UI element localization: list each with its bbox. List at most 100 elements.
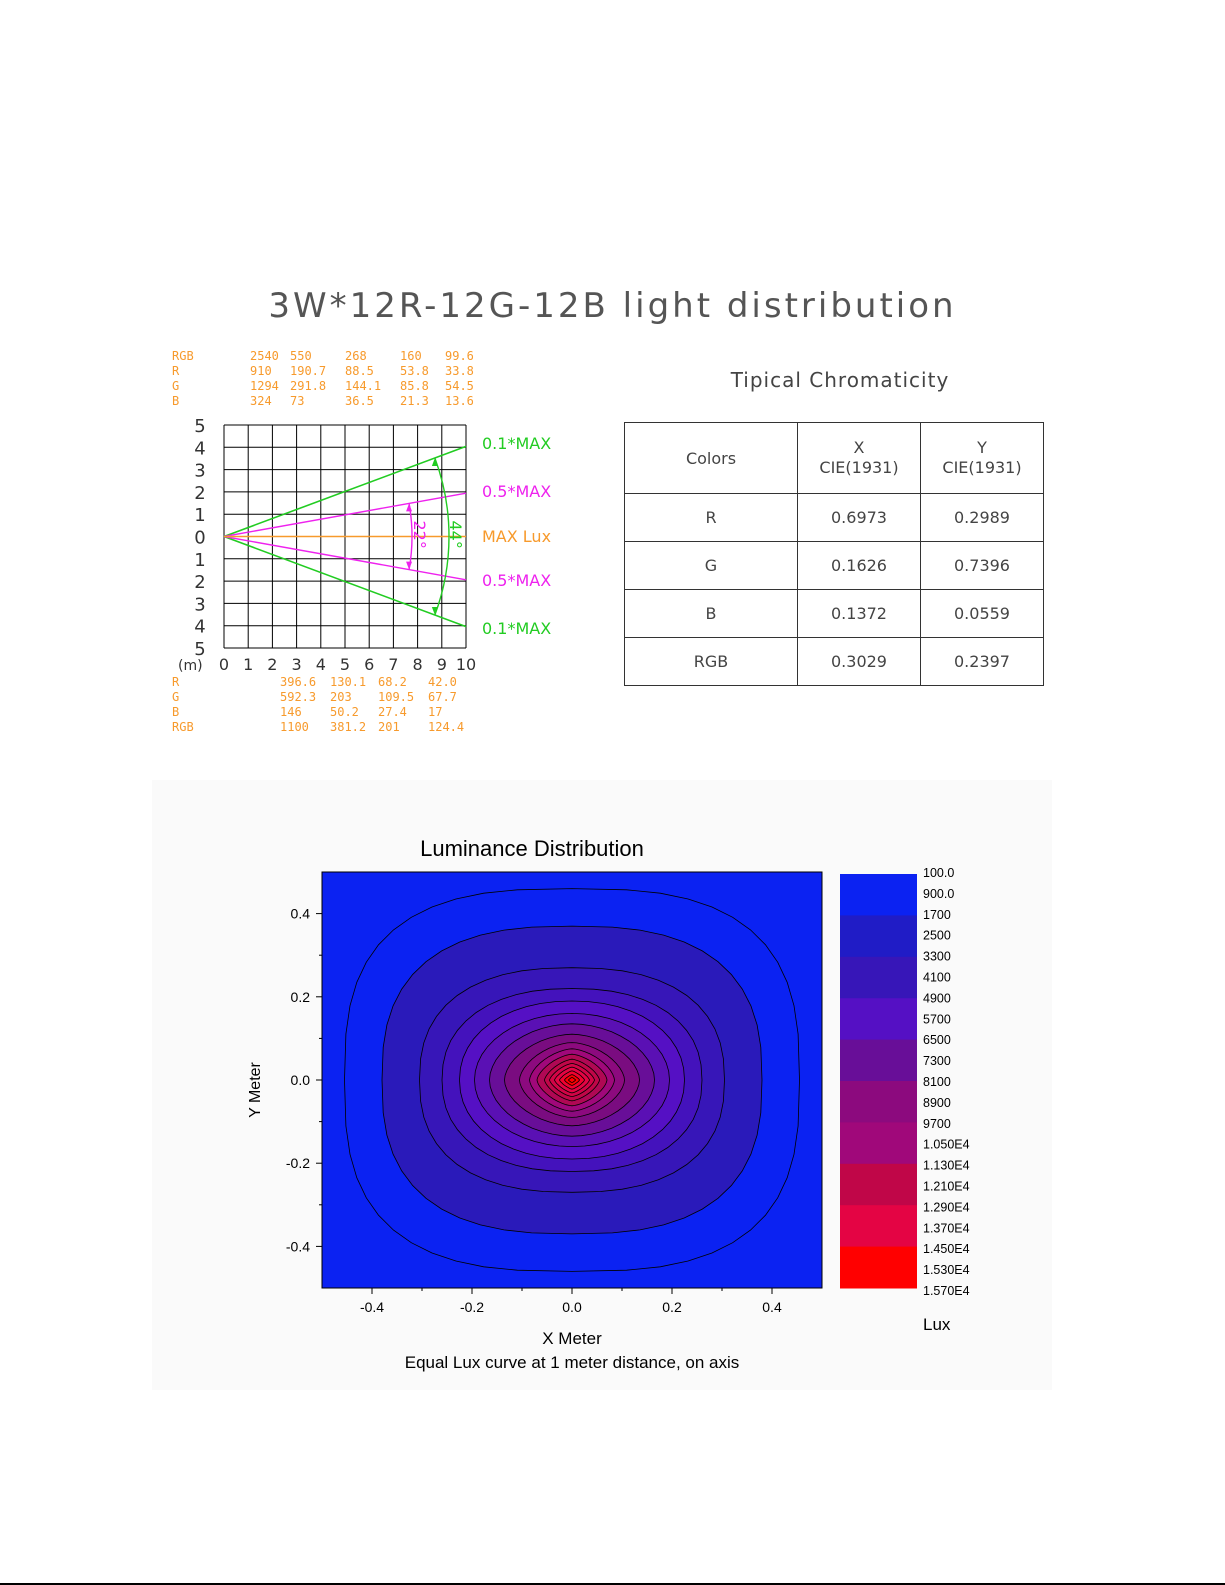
- table-value: 1294: [250, 379, 279, 393]
- x-tick-label: 0.4: [762, 1299, 782, 1315]
- label-inner-bottom: 0.5*MAX: [482, 571, 551, 590]
- table-value: 160: [400, 349, 422, 363]
- y-tick-label: 5: [194, 416, 205, 437]
- table-value: 85.8: [400, 379, 429, 393]
- table-value: 396.6: [280, 675, 316, 689]
- legend-label: 5700: [923, 1012, 951, 1026]
- table-value: 2540: [250, 349, 279, 363]
- table-label: RGB: [172, 720, 194, 734]
- table-label: R: [172, 675, 180, 689]
- table-value: 144.1: [345, 379, 381, 393]
- header-y-line1: Y: [977, 438, 987, 457]
- legend-label: 1.210E4: [923, 1180, 970, 1194]
- table-label: B: [172, 394, 179, 408]
- y-tick-label: -0.2: [286, 1155, 310, 1171]
- legend-swatch: [840, 956, 917, 999]
- table-label: RGB: [172, 349, 194, 363]
- inner-angle-arc-arrow: [406, 503, 413, 512]
- table-row: B 0.1372 0.0559: [624, 589, 1044, 638]
- legend-label: 4100: [923, 971, 951, 985]
- page-title: 3W*12R-12G-12B light distribution: [268, 286, 957, 326]
- header-x: X CIE(1931): [797, 422, 921, 494]
- x-tick-label: 0.2: [662, 1299, 682, 1315]
- y-tick-label: 2: [194, 483, 205, 504]
- table-value: 73: [290, 394, 304, 408]
- caption: Equal Lux curve at 1 meter distance, on …: [405, 1353, 740, 1372]
- legend-label: 1.370E4: [923, 1221, 970, 1235]
- table-value: 21.3: [400, 394, 429, 408]
- legend-label: 2500: [923, 929, 951, 943]
- header-y-line2: CIE(1931): [942, 458, 1022, 477]
- luminance-title: Luminance Distribution: [420, 836, 644, 861]
- inner-beam-line-top: [223, 492, 467, 538]
- table-value: 54.5: [445, 379, 474, 393]
- outer-angle-arc: [434, 457, 450, 616]
- y-tick-label: 4: [194, 438, 205, 459]
- row-color: RGB: [624, 637, 798, 686]
- legend-swatch: [840, 915, 917, 958]
- table-label: R: [172, 364, 180, 378]
- legend-swatch: [840, 1163, 917, 1206]
- legend-unit-label: Lux: [923, 1315, 951, 1334]
- legend-label: 1.290E4: [923, 1200, 970, 1214]
- x-tick-label: 9: [437, 655, 447, 674]
- outer-beam-line-bottom: [223, 535, 467, 628]
- legend-label: 8900: [923, 1096, 951, 1110]
- y-tick-label: 0.0: [291, 1072, 311, 1088]
- table-row: G 0.1626 0.7396: [624, 541, 1044, 590]
- chromaticity-header-row: Colors X CIE(1931) Y CIE(1931): [624, 422, 1044, 494]
- table-value: 27.4: [378, 705, 407, 719]
- x-tick-label: 8: [413, 655, 423, 674]
- table-value: 33.8: [445, 364, 474, 378]
- x-tick-label: 6: [364, 655, 374, 674]
- x-axis-label: X Meter: [542, 1329, 602, 1348]
- table-value: 68.2: [378, 675, 407, 689]
- table-value: 201: [378, 720, 400, 734]
- label-center: MAX Lux: [482, 527, 551, 546]
- legend-label: 1.570E4: [923, 1284, 970, 1298]
- table-label: B: [172, 705, 179, 719]
- contour-band: [568, 1077, 576, 1083]
- x-tick-label: -0.2: [460, 1299, 484, 1315]
- row-color: G: [624, 541, 798, 590]
- x-tick-label: 2: [267, 655, 277, 674]
- row-x: 0.6973: [797, 493, 921, 542]
- table-value: 1100: [280, 720, 309, 734]
- x-tick-label: 7: [388, 655, 398, 674]
- legend-label: 3300: [923, 950, 951, 964]
- legend-label: 4900: [923, 991, 951, 1005]
- table-value: 910: [250, 364, 272, 378]
- header-colors: Colors: [624, 422, 798, 494]
- table-value: 130.1: [330, 675, 366, 689]
- label-inner-top: 0.5*MAX: [482, 482, 551, 501]
- row-x: 0.1626: [797, 541, 921, 590]
- outer-angle-label: 44°: [446, 521, 465, 549]
- table-value: 88.5: [345, 364, 374, 378]
- legend-label: 7300: [923, 1054, 951, 1068]
- table-value: 268: [345, 349, 367, 363]
- table-value: 109.5: [378, 690, 414, 704]
- luminance-panel: Luminance Distribution -0.4 -0.2 0.0 0.2 0.4 0…: [152, 780, 1052, 1390]
- x-tick-label: 4: [316, 655, 326, 674]
- legend-label: 900.0: [923, 887, 954, 901]
- legend-label: 1700: [923, 908, 951, 922]
- legend-swatch: [840, 1039, 917, 1082]
- row-y: 0.7396: [920, 541, 1044, 590]
- table-value: 36.5: [345, 394, 374, 408]
- y-tick-label: -0.4: [286, 1238, 310, 1254]
- y-tick-label: 3: [194, 594, 205, 615]
- inner-angle-arc-arrow: [406, 561, 413, 570]
- light-distribution-chart: RGB 2540 550 268 160 99.6R 910 190.7 88.5 53.8 33.…: [172, 349, 551, 734]
- header-y: Y CIE(1931): [920, 422, 1044, 494]
- x-tick-label: 1: [243, 655, 253, 674]
- table-value: 50.2: [330, 705, 359, 719]
- row-color: B: [624, 589, 798, 638]
- table-value: 124.4: [428, 720, 464, 734]
- inner-beam-line-bottom: [223, 535, 467, 581]
- bottom-rule: [0, 1583, 1225, 1585]
- header-x-line1: X: [853, 438, 865, 457]
- table-value: 67.7: [428, 690, 457, 704]
- table-value: 146: [280, 705, 302, 719]
- y-tick-label: 0.4: [291, 906, 311, 922]
- legend-label: 9700: [923, 1117, 951, 1131]
